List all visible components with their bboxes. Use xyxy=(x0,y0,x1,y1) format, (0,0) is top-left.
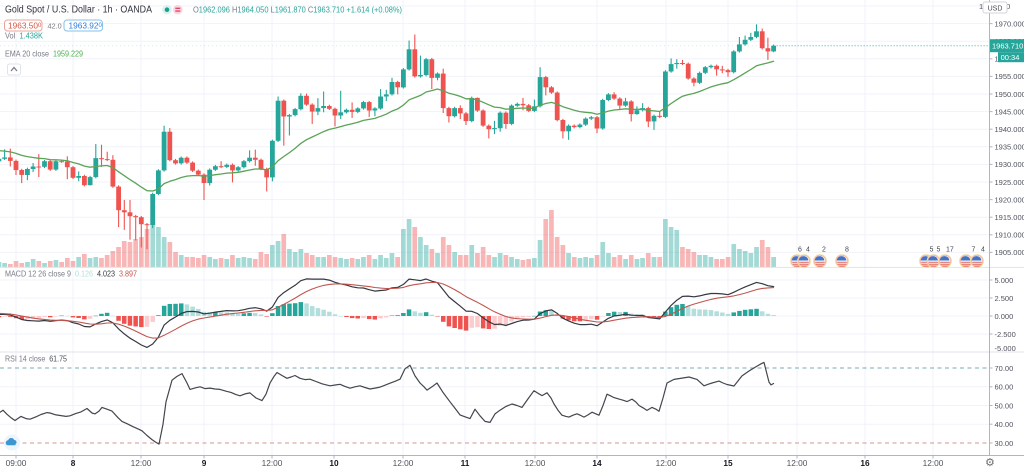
svg-text:11: 11 xyxy=(461,458,470,468)
svg-text:70.00: 70.00 xyxy=(995,364,1014,373)
svg-text:10: 10 xyxy=(329,458,339,468)
svg-text:1930.000: 1930.000 xyxy=(995,160,1024,169)
svg-text:00:34: 00:34 xyxy=(1001,53,1020,62)
svg-text:12:00: 12:00 xyxy=(923,458,944,468)
svg-text:-2.500: -2.500 xyxy=(995,330,1016,339)
svg-text:5.000: 5.000 xyxy=(995,276,1014,285)
svg-text:12:00: 12:00 xyxy=(787,458,808,468)
svg-text:8: 8 xyxy=(845,247,849,254)
svg-text:12:00: 12:00 xyxy=(262,458,283,468)
svg-text:5: 5 xyxy=(937,247,941,254)
svg-text:4: 4 xyxy=(806,247,810,254)
svg-text:60.00: 60.00 xyxy=(995,383,1014,392)
svg-text:-5.000: -5.000 xyxy=(995,344,1016,353)
svg-text:2: 2 xyxy=(822,247,826,254)
svg-text:12:00: 12:00 xyxy=(393,458,414,468)
svg-text:50.00: 50.00 xyxy=(995,401,1014,410)
svg-text:1910.000: 1910.000 xyxy=(995,231,1024,240)
svg-text:16: 16 xyxy=(860,458,870,468)
svg-text:RSI 14 close 61.75: RSI 14 close 61.75 xyxy=(5,354,67,364)
svg-text:1920.000: 1920.000 xyxy=(995,195,1024,204)
svg-text:1955.000: 1955.000 xyxy=(995,72,1024,81)
svg-text:9: 9 xyxy=(202,458,207,468)
svg-text:1915.000: 1915.000 xyxy=(995,213,1024,222)
svg-text:Gold Spot / U.S. Dollar · 1h ·: Gold Spot / U.S. Dollar · 1h · OANDA xyxy=(5,5,152,16)
svg-text:12:00: 12:00 xyxy=(656,458,677,468)
svg-text:2.500: 2.500 xyxy=(995,294,1014,303)
svg-text:17: 17 xyxy=(946,247,954,254)
svg-text:USD: USD xyxy=(988,5,1003,12)
svg-text:15: 15 xyxy=(723,458,733,468)
svg-text:5: 5 xyxy=(930,247,934,254)
svg-text:1905.000: 1905.000 xyxy=(995,248,1024,257)
svg-text:1963.710: 1963.710 xyxy=(992,42,1023,51)
svg-text:09:00: 09:00 xyxy=(6,458,27,468)
svg-text:Vol 1.438K: Vol 1.438K xyxy=(5,31,43,41)
svg-text:1940.000: 1940.000 xyxy=(995,125,1024,134)
svg-text:1950.000: 1950.000 xyxy=(995,90,1024,99)
svg-text:30.00: 30.00 xyxy=(995,439,1014,448)
svg-text:⚙: ⚙ xyxy=(985,457,995,469)
svg-text:1963.500: 1963.500 xyxy=(8,21,42,31)
svg-text:O1962.096 H1964.050 L1961.870: O1962.096 H1964.050 L1961.870 C1963.710 … xyxy=(193,6,402,15)
svg-text:12:00: 12:00 xyxy=(131,458,152,468)
svg-text:12:00: 12:00 xyxy=(525,458,546,468)
svg-text:7: 7 xyxy=(972,247,976,254)
svg-text:1970.000: 1970.000 xyxy=(995,19,1024,28)
svg-text:1963.920: 1963.920 xyxy=(69,21,103,31)
svg-text:1935.000: 1935.000 xyxy=(995,143,1024,152)
svg-text:1945.000: 1945.000 xyxy=(995,107,1024,116)
svg-text:40.00: 40.00 xyxy=(995,420,1014,429)
svg-text:6: 6 xyxy=(798,247,802,254)
svg-text:0.000: 0.000 xyxy=(995,312,1014,321)
svg-text:MACD 12 26 close 9 0.126 4.0: MACD 12 26 close 9 0.126 4.023 3.897 xyxy=(5,269,137,279)
svg-text:14: 14 xyxy=(592,458,602,468)
svg-text:1925.000: 1925.000 xyxy=(995,178,1024,187)
svg-text:4: 4 xyxy=(981,247,985,254)
svg-text:42.0: 42.0 xyxy=(48,22,62,31)
svg-text:8: 8 xyxy=(71,458,76,468)
svg-text:EMA 20 close 1959.229: EMA 20 close 1959.229 xyxy=(5,49,83,59)
